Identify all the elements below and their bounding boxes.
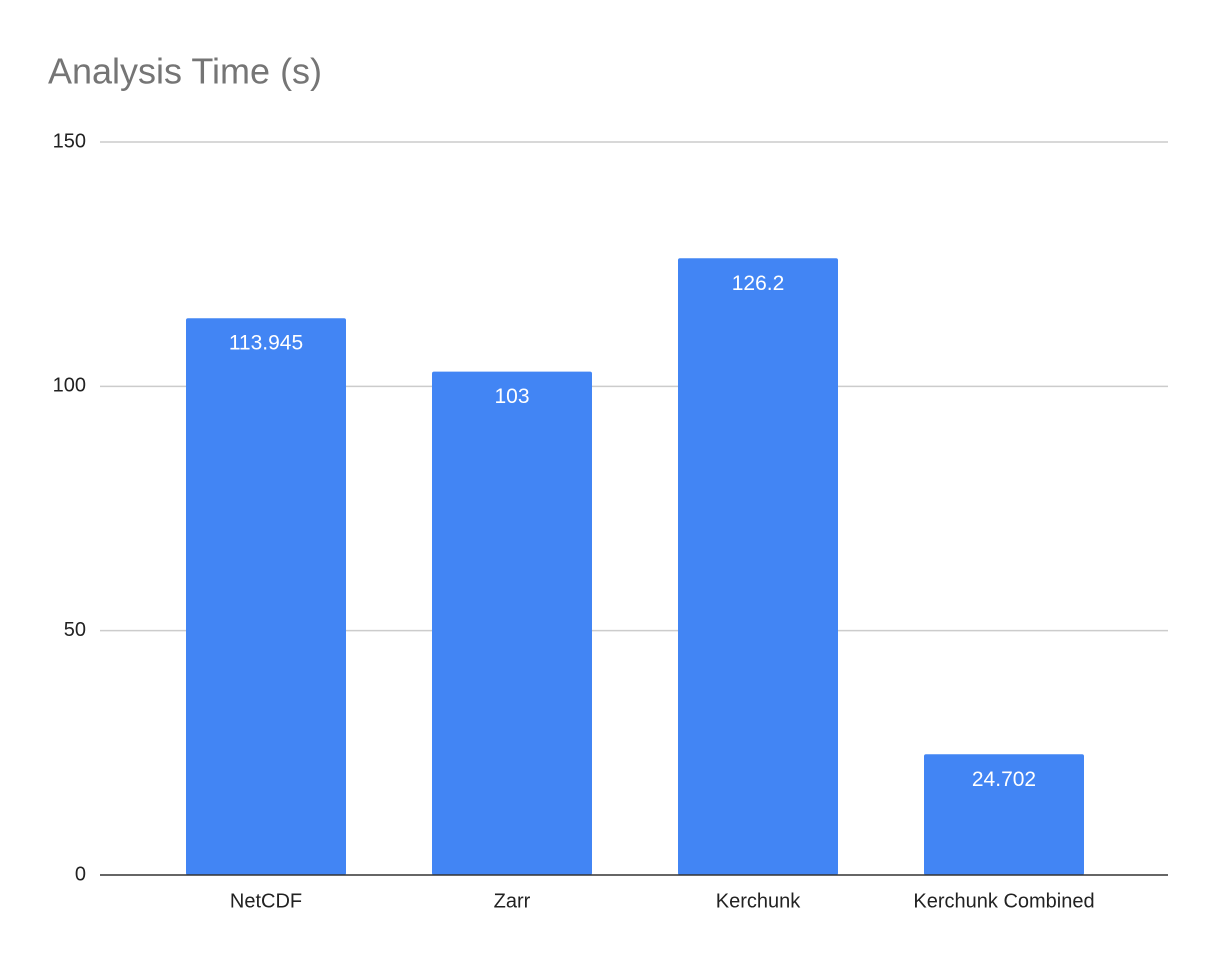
y-tick-label: 0 xyxy=(75,863,86,885)
y-tick-label: 150 xyxy=(53,130,86,152)
data-label: 24.702 xyxy=(972,768,1036,791)
data-label: 113.945 xyxy=(229,332,303,355)
x-tick-label: Kerchunk Combined xyxy=(913,890,1094,912)
x-tick-label: Kerchunk xyxy=(716,890,801,912)
chart-title: Analysis Time (s) xyxy=(48,51,322,92)
y-tick-label: 50 xyxy=(64,619,86,641)
x-tick-label: Zarr xyxy=(494,890,531,912)
x-tick-label: NetCDF xyxy=(230,890,302,912)
bar xyxy=(432,371,592,875)
data-label: 126.2 xyxy=(732,272,785,295)
data-label: 103 xyxy=(494,385,529,408)
bar xyxy=(678,258,838,875)
bar xyxy=(186,318,346,875)
y-tick-label: 100 xyxy=(53,375,86,397)
bar xyxy=(924,754,1084,875)
